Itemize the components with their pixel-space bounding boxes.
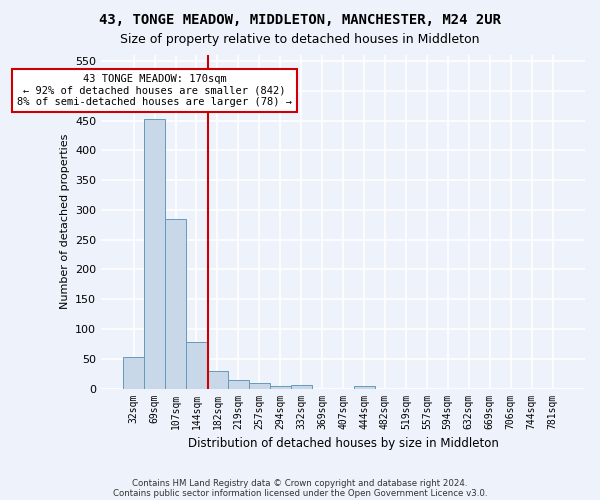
Bar [249, 382, 270, 388]
Text: 43 TONGE MEADOW: 170sqm
← 92% of detached houses are smaller (842)
8% of semi-de: 43 TONGE MEADOW: 170sqm ← 92% of detache… [17, 74, 292, 108]
Text: Size of property relative to detached houses in Middleton: Size of property relative to detached ho… [120, 32, 480, 46]
Bar [165, 220, 186, 388]
Text: 43, TONGE MEADOW, MIDDLETON, MANCHESTER, M24 2UR: 43, TONGE MEADOW, MIDDLETON, MANCHESTER,… [99, 12, 501, 26]
Bar [353, 386, 374, 388]
X-axis label: Distribution of detached houses by size in Middleton: Distribution of detached houses by size … [188, 437, 499, 450]
Text: Contains public sector information licensed under the Open Government Licence v3: Contains public sector information licen… [113, 488, 487, 498]
Bar [270, 386, 291, 388]
Bar [144, 120, 165, 388]
Y-axis label: Number of detached properties: Number of detached properties [59, 134, 70, 310]
Bar [291, 385, 311, 388]
Bar [186, 342, 207, 388]
Bar [123, 357, 144, 388]
Text: Contains HM Land Registry data © Crown copyright and database right 2024.: Contains HM Land Registry data © Crown c… [132, 478, 468, 488]
Bar [207, 370, 228, 388]
Bar [228, 380, 249, 388]
